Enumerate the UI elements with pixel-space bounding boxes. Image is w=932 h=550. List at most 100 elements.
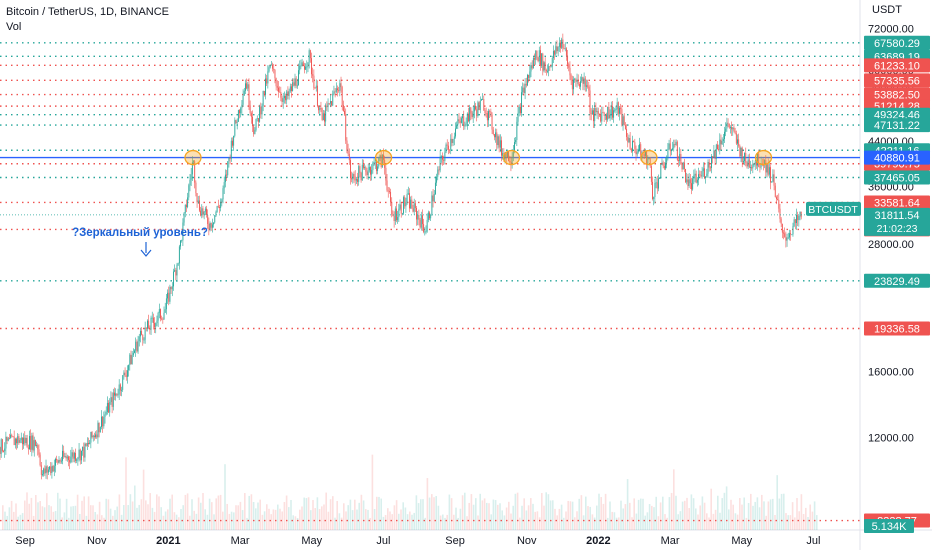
candle-body — [683, 162, 685, 170]
candle-body — [211, 224, 213, 228]
candle-body — [575, 79, 577, 82]
candle-body — [23, 437, 25, 445]
volume-bar — [494, 500, 497, 530]
volume-bar — [563, 517, 565, 530]
volume-bar — [490, 514, 492, 530]
candle-body — [666, 158, 668, 163]
volume-bar — [285, 495, 288, 530]
candle-body — [517, 113, 519, 122]
volume-bar — [532, 503, 534, 530]
candle-body — [772, 174, 774, 182]
candle-body — [584, 78, 586, 87]
volume-bar — [224, 464, 226, 530]
candle-body — [268, 67, 270, 72]
candle-body — [57, 460, 59, 463]
candle-body — [515, 140, 517, 143]
candle-body — [206, 208, 207, 215]
volume-bar — [648, 504, 651, 530]
candle-body — [287, 91, 289, 96]
candle-body — [731, 127, 733, 130]
volume-bar — [257, 502, 259, 530]
candle-body — [691, 183, 692, 190]
volume-bar — [442, 514, 444, 530]
candle-body — [254, 129, 256, 135]
candle-body — [308, 50, 310, 63]
candle-body — [729, 127, 731, 128]
volume-bar — [74, 505, 77, 530]
candle-body — [267, 71, 269, 84]
candle-body — [151, 317, 153, 319]
volume-bar — [169, 498, 171, 530]
volume-bar — [292, 515, 294, 530]
candle-body — [661, 162, 663, 165]
touch-point-marker — [502, 149, 521, 166]
candle-body — [235, 120, 237, 123]
volume-bar — [708, 517, 710, 530]
candle-body — [414, 203, 416, 208]
volume-bar — [450, 498, 453, 530]
candle-body — [735, 133, 737, 144]
candle-body — [327, 103, 329, 108]
volume-bar — [728, 509, 730, 530]
candle-body — [529, 71, 531, 78]
candle-body — [457, 119, 459, 125]
volume-bar — [802, 514, 805, 530]
volume-bar — [226, 503, 228, 530]
candle-body — [693, 175, 695, 179]
volume-bar — [380, 498, 382, 530]
candle-body — [630, 148, 632, 152]
candle-body — [181, 240, 183, 242]
candle-body — [545, 70, 547, 72]
volume-bar — [101, 515, 103, 530]
level-label: 33581.64 — [874, 197, 920, 209]
volume-bar — [94, 512, 96, 530]
volume-bar — [349, 499, 352, 530]
candle-body — [442, 155, 443, 160]
volume-bar — [758, 507, 761, 530]
candle-body — [505, 152, 507, 158]
volume-bar — [437, 505, 440, 530]
candle-body — [440, 155, 442, 157]
candle-body — [759, 167, 761, 168]
candle-body — [119, 384, 121, 391]
volume-bar — [32, 515, 35, 530]
volume-bar — [677, 514, 679, 530]
candle-body — [208, 224, 210, 230]
volume-bar — [213, 514, 215, 530]
candle-body — [510, 162, 512, 165]
candle-body — [538, 50, 540, 62]
volume-bar — [378, 496, 380, 530]
volume-bar — [105, 498, 107, 530]
candle-body — [44, 468, 46, 474]
candle-body — [672, 148, 674, 150]
candle-body — [364, 167, 366, 168]
candle-body — [451, 138, 453, 143]
volume-bar — [129, 494, 132, 530]
volume-bar — [162, 515, 165, 530]
volume-bar — [497, 504, 499, 530]
candle-body — [797, 214, 799, 221]
volume-bar — [681, 501, 684, 530]
volume-bar — [409, 511, 411, 530]
time-tick-label: 2022 — [586, 535, 610, 547]
volume-bar — [750, 493, 752, 530]
volume-bar — [310, 510, 312, 530]
candle-body — [67, 456, 69, 461]
volume-bar — [362, 500, 365, 530]
candle-body — [665, 162, 666, 169]
candle-body — [752, 164, 754, 169]
volume-bar — [670, 492, 673, 530]
volume-bar — [204, 509, 206, 530]
volume-bar — [189, 515, 191, 530]
candle-body — [252, 116, 253, 127]
candle-body — [680, 154, 682, 165]
volume-bar — [376, 496, 378, 530]
volume-bar — [186, 493, 189, 530]
candle-body — [744, 153, 746, 161]
current-price-tag-bg — [864, 207, 930, 236]
volume-bar — [807, 517, 809, 530]
volume-bar — [684, 500, 686, 530]
candle-body — [626, 129, 628, 137]
volume-bar — [400, 509, 402, 530]
